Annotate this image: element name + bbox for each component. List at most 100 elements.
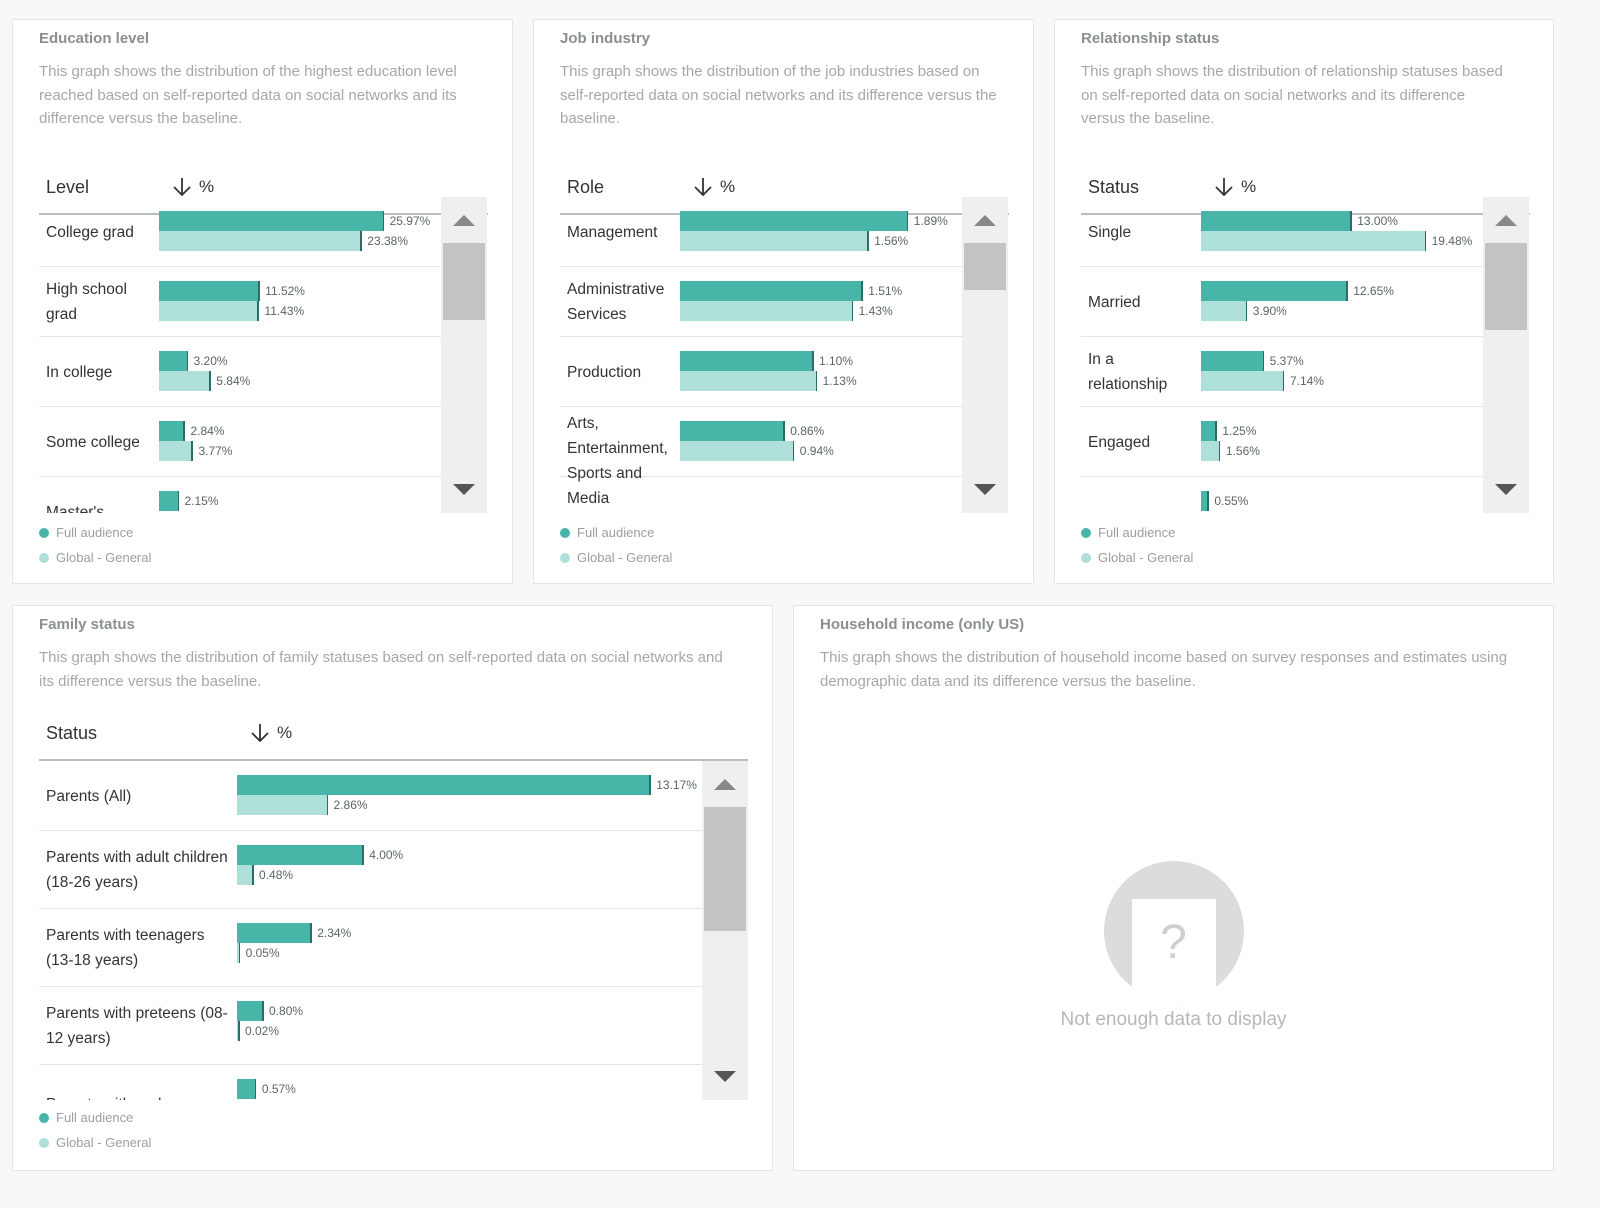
bar-value-full: 4.00% (369, 848, 404, 862)
bar-baseline[interactable] (1201, 441, 1219, 461)
bar-full-audience[interactable] (1201, 281, 1347, 301)
scroll-up-icon[interactable] (714, 779, 736, 790)
bar-baseline[interactable] (1201, 371, 1283, 391)
bar-baseline[interactable] (237, 1021, 238, 1041)
scroll-thumb[interactable] (964, 243, 1006, 290)
table-row[interactable]: Arts, Entertainment, Sports and Media 0.8… (560, 407, 963, 507)
bar-full-audience[interactable] (159, 211, 383, 231)
bar-baseline[interactable] (237, 943, 239, 963)
bar-end-marker (252, 865, 254, 885)
table-row[interactable]: Parents with preteens (08-12 years) 0.80%… (39, 987, 702, 1065)
bar-full-audience[interactable] (159, 351, 187, 371)
bar-full-audience[interactable] (237, 775, 650, 795)
bar-baseline[interactable] (680, 231, 868, 251)
row-label: College grad (46, 223, 134, 241)
bar-baseline[interactable] (1201, 301, 1246, 321)
table-row[interactable]: Administrative Services 1.51% 1.43% (560, 267, 963, 337)
table-row[interactable]: Some college 2.84% 3.77% (39, 407, 442, 477)
row-label: Parents with teenagers (13-18 years) (46, 927, 205, 969)
sort-descending-icon[interactable] (249, 721, 271, 745)
bar-baseline[interactable] (237, 795, 327, 815)
value-header-label[interactable]: % (199, 177, 215, 196)
table-row[interactable]: College grad 25.97% 23.38% (39, 197, 442, 267)
legend-full-audience: Full audience (1081, 525, 1175, 540)
table-row[interactable]: Parents with early 0.57% (39, 1065, 702, 1100)
scroll-thumb[interactable] (704, 807, 746, 931)
value-header-label[interactable]: % (720, 177, 736, 196)
bar-full-audience[interactable] (237, 1001, 263, 1021)
table-row[interactable]: Engaged 1.25% 1.56% (1081, 407, 1484, 477)
bar-full-audience[interactable] (680, 351, 812, 371)
table-row[interactable]: Parents with teenagers (13-18 years) 2.34… (39, 909, 702, 987)
bar-full-audience[interactable] (159, 491, 178, 511)
bar-full-audience[interactable] (159, 421, 184, 441)
bar-end-marker (238, 943, 241, 963)
scroll-down-icon[interactable] (714, 1071, 736, 1082)
row-label: Production (567, 363, 642, 381)
scrollbar[interactable] (702, 761, 748, 1100)
bar-baseline[interactable] (159, 231, 361, 251)
bar-value-baseline: 23.38% (367, 234, 408, 248)
table-row[interactable]: Married 12.65% 3.90% (1081, 267, 1484, 337)
sort-descending-icon[interactable] (171, 175, 193, 199)
bar-baseline[interactable] (159, 371, 210, 391)
scroll-up-icon[interactable] (453, 215, 475, 226)
table-row[interactable]: Parents (All) 13.17% 2.86% (39, 761, 702, 831)
bar-full-audience[interactable] (1201, 421, 1216, 441)
table-row[interactable]: 0.55% (1081, 477, 1484, 513)
column-header-label[interactable]: Status (46, 723, 98, 743)
table-header: Status % (39, 709, 748, 761)
bar-full-audience[interactable] (159, 281, 259, 301)
table-row[interactable]: Single 13.00% 19.48% (1081, 197, 1484, 267)
bar-full-audience[interactable] (1201, 211, 1351, 231)
bar-full-audience[interactable] (680, 421, 784, 441)
bar-full-audience[interactable] (237, 923, 311, 943)
bar-value-baseline: 5.84% (216, 374, 251, 388)
bar-full-audience[interactable] (680, 211, 907, 231)
scrollbar[interactable] (962, 197, 1008, 513)
bar-full-audience[interactable] (237, 1079, 255, 1099)
bar-baseline[interactable] (1201, 231, 1425, 251)
scroll-down-icon[interactable] (453, 484, 475, 495)
bar-full-audience[interactable] (1201, 491, 1208, 511)
empty-state-message: Not enough data to display (1060, 1009, 1287, 1030)
bar-baseline[interactable] (237, 865, 253, 885)
column-header-label[interactable]: Role (567, 177, 605, 197)
scroll-down-icon[interactable] (974, 484, 996, 495)
scrollbar[interactable] (441, 197, 487, 513)
bar-full-audience[interactable] (1201, 351, 1263, 371)
table-row[interactable]: Master's 2.15% (39, 477, 442, 513)
table-row[interactable]: Management 1.89% 1.56% (560, 197, 963, 267)
value-header-label[interactable]: % (277, 723, 293, 742)
card-title: Education level (39, 30, 150, 47)
bar-end-marker (792, 441, 795, 461)
legend-dot-full-icon (560, 528, 570, 538)
bar-baseline[interactable] (680, 301, 852, 321)
table-row[interactable]: High school grad 11.52% 11.43% (39, 267, 442, 337)
table-row[interactable]: Production 1.10% 1.13% (560, 337, 963, 407)
bar-baseline[interactable] (680, 371, 816, 391)
bar-full-audience[interactable] (680, 281, 862, 301)
bar-value-baseline: 0.02% (245, 1024, 280, 1038)
scrollbar[interactable] (1483, 197, 1529, 513)
bar-baseline[interactable] (159, 441, 192, 461)
scroll-thumb[interactable] (443, 243, 485, 320)
bar-end-marker (1207, 491, 1209, 511)
sort-descending-icon[interactable] (692, 175, 714, 199)
legend-baseline: Global - General (560, 550, 672, 565)
column-header-label[interactable]: Status (1088, 177, 1140, 197)
column-header-label[interactable]: Level (46, 177, 90, 197)
scroll-thumb[interactable] (1485, 243, 1527, 330)
table-row[interactable]: In a relationship 5.37% 7.14% (1081, 337, 1484, 407)
table-row[interactable]: In college 3.20% 5.84% (39, 337, 442, 407)
scroll-up-icon[interactable] (1495, 215, 1517, 226)
scroll-down-icon[interactable] (1495, 484, 1517, 495)
bar-full-audience[interactable] (237, 845, 363, 865)
sort-descending-icon[interactable] (1213, 175, 1235, 199)
scroll-up-icon[interactable] (974, 215, 996, 226)
table-row[interactable]: Parents with adult children (18-26 years… (39, 831, 702, 909)
bar-baseline[interactable] (159, 301, 258, 321)
document-icon: ? (1131, 899, 1216, 1001)
value-header-label[interactable]: % (1241, 177, 1257, 196)
bar-baseline[interactable] (680, 441, 793, 461)
